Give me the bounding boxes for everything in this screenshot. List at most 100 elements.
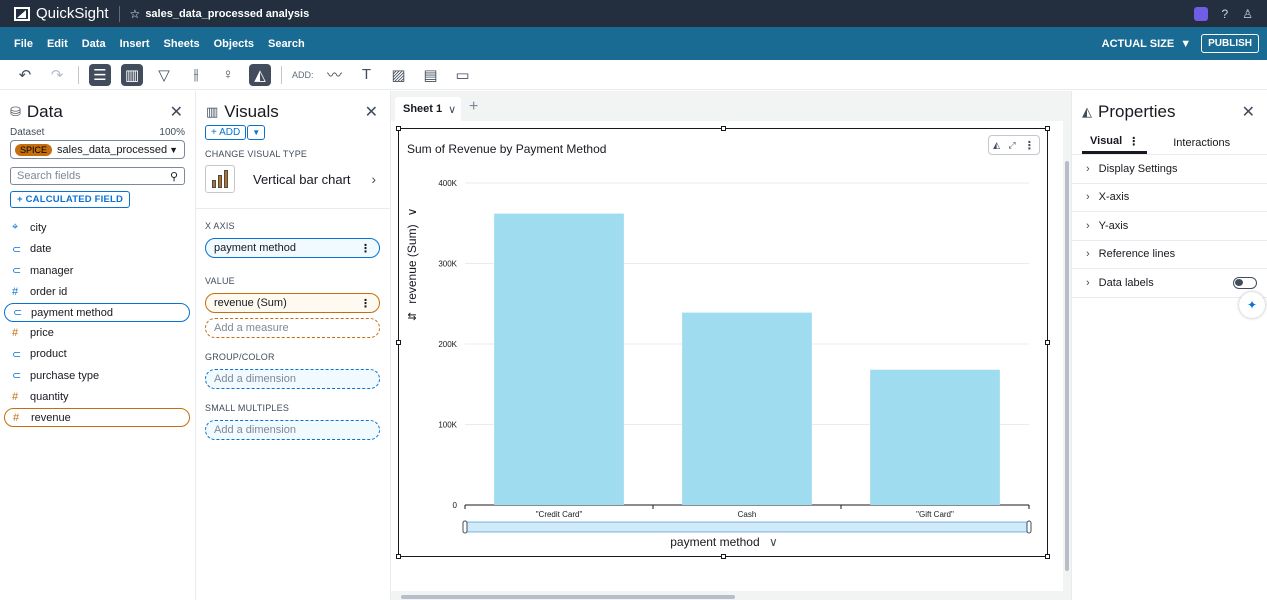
resize-handle[interactable] [721,554,726,559]
field-quantity[interactable]: # quantity [0,387,195,409]
horizontal-scrollbar-thumb[interactable] [401,595,735,599]
section-display-settings[interactable]: › Display Settings [1072,155,1267,184]
resize-handle[interactable] [1045,340,1050,345]
expand-icon[interactable]: ⤢ [1008,139,1016,150]
more-icon[interactable]: ⋮ [360,297,371,310]
star-icon[interactable]: ☆ [129,6,141,21]
tab-interactions[interactable]: Interactions [1165,131,1238,154]
undo-icon[interactable]: ↶ [18,66,32,84]
resize-handle[interactable] [396,126,401,131]
resize-handle[interactable] [1045,126,1050,131]
range-slider[interactable] [464,521,1030,533]
y-axis-sort-icon[interactable]: ⇵ [406,311,419,321]
search-fields-input[interactable]: Search fields ⚲ [10,167,185,185]
properties-icon: ◭ [1082,104,1092,119]
bar[interactable] [870,369,1000,505]
visual-type-selector[interactable]: Vertical bar chart › [205,164,390,194]
visual-card[interactable]: Sum of Revenue by Payment Method ◭ ⤢ ⋮ 0… [396,126,1050,559]
add-embed-icon[interactable]: ▭ [455,66,470,84]
x-axis-title[interactable]: payment method ∨ [399,535,1049,549]
redo-icon[interactable]: ↷ [50,66,64,84]
add-insight-icon[interactable]: ▤ [423,66,438,84]
add-measure-well[interactable]: Add a measure [205,318,380,338]
horizontal-scrollbar[interactable] [391,594,1063,600]
field-date[interactable]: ⊂ date [0,239,195,261]
visuals-pane-icon[interactable]: ▥ [121,63,143,86]
field-price[interactable]: # price [0,322,195,344]
sparkle-assistant-icon[interactable]: ✦ [1239,292,1265,318]
resize-handle[interactable] [396,554,401,559]
chevron-down-icon: ∨ [768,535,778,549]
menu-file[interactable]: File [14,37,33,50]
add-visual-button[interactable]: + ADD [205,125,247,140]
calculated-field-button[interactable]: + CALCULATED FIELD [10,191,131,208]
more-icon[interactable]: ⋮ [360,242,371,255]
resize-handle[interactable] [721,126,726,131]
filter-icon[interactable]: ▽ [158,66,170,84]
menu-objects[interactable]: Objects [213,37,254,50]
close-icon[interactable]: ✕ [1241,104,1255,121]
x-axis-well[interactable]: payment method ⋮ [205,238,380,258]
user-icon[interactable]: ♙ [1242,6,1253,21]
dataset-select[interactable]: SPICE sales_data_processed ▼ [10,140,185,159]
format-visual-icon[interactable]: ◭ [993,139,1001,150]
add-sheet-icon[interactable]: + [469,98,479,115]
add-visual-icon[interactable]: 〰 [327,67,343,84]
bar[interactable] [682,312,812,505]
visual-menu: ◭ ⤢ ⋮ [988,135,1040,155]
value-well[interactable]: revenue (Sum) ⋮ [205,293,380,313]
add-image-icon[interactable]: ▨ [391,66,406,84]
range-slider-handle[interactable] [1026,520,1032,534]
sheet-tab[interactable]: Sheet 1 ∨ [395,97,461,121]
field-city[interactable]: ⌖ city [0,217,195,239]
properties-pane-icon[interactable]: ◭ [249,63,271,86]
more-icon[interactable]: ⋮ [1023,139,1035,152]
controls-icon[interactable]: ⫲ [193,66,199,83]
chevron-down-icon[interactable]: ∨ [448,103,457,116]
add-text-icon[interactable]: T [361,66,372,83]
analysis-name[interactable]: ☆ sales_data_processed analysis [130,7,310,21]
menu-insert[interactable]: Insert [119,37,150,50]
field-payment-method[interactable]: ⊂ payment method [4,303,190,322]
vertical-scrollbar[interactable] [1065,161,1069,571]
data-pane-icon[interactable]: ☰ [89,63,111,86]
field-manager[interactable]: ⊂ manager [0,260,195,282]
close-icon[interactable]: ✕ [169,104,183,121]
section-label: Data labels [1098,276,1154,289]
group-color-well[interactable]: Add a dimension [205,369,380,389]
more-icon[interactable]: ⋮ [1128,135,1140,148]
quicksight-logo[interactable]: QuickSight [14,5,109,22]
menu-edit[interactable]: Edit [46,37,68,50]
amazon-q-icon[interactable] [1193,6,1208,21]
menu-data[interactable]: Data [81,37,106,50]
visual-title[interactable]: Sum of Revenue by Payment Method [407,142,607,156]
section-reference-lines[interactable]: › Reference lines [1072,241,1267,269]
small-multiples-well[interactable]: Add a dimension [205,420,380,440]
field-label: city [30,221,47,234]
bar[interactable] [494,213,624,505]
actual-size-dropdown[interactable]: ACTUAL SIZE ▼ [1102,38,1191,50]
field-product[interactable]: ⊂ product [0,344,195,366]
field-order-id[interactable]: # order id [0,282,195,304]
menu-sheets[interactable]: Sheets [163,37,200,50]
field-purchase-type[interactable]: ⊂ purchase type [0,365,195,387]
x-tick-label: Cash [738,510,757,519]
field-revenue[interactable]: # revenue [4,408,190,427]
data-labels-toggle[interactable] [1233,276,1257,289]
section-y-axis[interactable]: › Y-axis [1072,212,1267,241]
tab-visual[interactable]: Visual ⋮ [1082,131,1148,154]
section-data-labels[interactable]: › Data labels [1072,269,1267,298]
menu-search[interactable]: Search [267,37,305,50]
resize-handle[interactable] [396,340,401,345]
properties-panel-title: Properties [1098,102,1176,121]
close-icon[interactable]: ✕ [364,104,378,121]
resize-handle[interactable] [1045,554,1050,559]
actual-size-label: ACTUAL SIZE [1101,37,1175,50]
insights-icon[interactable]: ♀ [222,66,234,83]
add-visual-dropdown[interactable]: ▼ [247,125,266,140]
y-axis-title[interactable]: ⇵ revenue (Sum) ∨ [405,208,419,321]
help-icon[interactable]: ? [1221,6,1229,21]
publish-button[interactable]: PUBLISH [1201,34,1259,53]
range-slider-handle[interactable] [462,520,468,534]
section-x-axis[interactable]: › X-axis [1072,184,1267,212]
